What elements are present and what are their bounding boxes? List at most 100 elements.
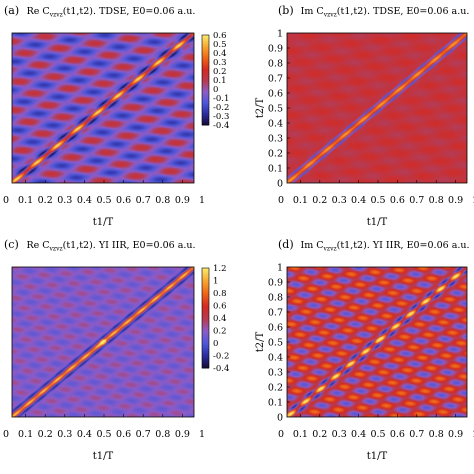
colorbar-step	[202, 75, 209, 78]
y-tick-label: 0.8	[268, 293, 283, 304]
colorbar-step	[202, 65, 209, 67]
colorbar-tick-label: 0.5	[213, 40, 227, 50]
colorbar-step	[202, 323, 209, 326]
y-axis-label: t2/T	[255, 331, 266, 352]
colorbar-step	[202, 107, 209, 109]
colorbar-tick-label: -0.4	[213, 364, 229, 374]
colorbar-step	[202, 69, 209, 72]
colorbar-step	[202, 114, 209, 117]
x-tick-label: 0.9	[448, 429, 463, 440]
colorbar-step	[202, 50, 209, 52]
x-tick-label: 0.3	[57, 195, 72, 206]
colorbar-tick-label: -0.2	[213, 103, 229, 113]
y-tick-label: 0.5	[268, 104, 283, 115]
colorbar-step	[202, 45, 209, 48]
colorbar-step	[202, 328, 209, 331]
colorbar-frame	[201, 267, 210, 369]
colorbar-step	[202, 309, 209, 312]
colorbar-tick-label: 0.6	[213, 31, 227, 41]
colorbar-step	[202, 102, 209, 105]
colorbar-step	[202, 359, 209, 362]
colorbar-step	[202, 110, 209, 112]
colorbar-step	[202, 289, 209, 292]
colorbar-step	[202, 36, 209, 39]
colorbar-tick-label: -0.4	[213, 121, 229, 131]
colorbar-step	[202, 123, 209, 126]
y-tick-label: 0.2	[268, 383, 283, 394]
x-tick-label: 1	[472, 195, 474, 206]
x-tick-label: 0.4	[77, 195, 92, 206]
x-tick-label: 0.1	[293, 195, 308, 206]
y-axis: 0 0.1 0.2 0.3 0.4 0.5 0.6 0.7 0.8 0.9 1	[268, 263, 290, 424]
colorbar-step	[202, 120, 209, 123]
colorbar-step	[202, 101, 209, 103]
y-axis: 0 0.1 0.2 0.3 0.4 0.5 0.6 0.7 0.8 0.9 1	[268, 29, 290, 190]
colorbar-step	[202, 331, 209, 334]
x-axis-label: t1/T	[93, 217, 114, 228]
colorbar-step	[202, 63, 209, 66]
colorbar-step	[202, 105, 209, 108]
colorbar-step	[202, 93, 209, 96]
colorbar-step	[202, 348, 209, 351]
colorbar-step	[202, 273, 209, 276]
colorbar-step	[202, 339, 209, 342]
colorbar-step	[202, 361, 209, 364]
colorbar-step	[202, 77, 209, 79]
colorbar-step	[202, 321, 209, 324]
colorbar-tick-label: 0	[213, 339, 218, 349]
y-tick-label: 0.4	[268, 119, 283, 130]
x-tick-label: 0.8	[155, 195, 170, 206]
colorbar-step	[202, 269, 209, 272]
x-tick-label: 0.2	[312, 429, 327, 440]
x-tick-label: 0.8	[429, 195, 444, 206]
panel-label: (b)	[278, 4, 294, 17]
heatmap-image	[12, 267, 194, 417]
colorbar-tick-label: 0.3	[213, 58, 227, 68]
x-tick-label: 0.7	[409, 429, 424, 440]
colorbar-step	[202, 364, 209, 367]
heatmap-image	[12, 33, 194, 183]
x-axis-label: t1/T	[93, 451, 114, 462]
x-tick-label: 0.5	[370, 195, 385, 206]
colorbar-step	[202, 313, 209, 316]
colorbar-step	[202, 53, 209, 55]
panel-label: (d)	[278, 238, 294, 251]
colorbar-step	[202, 283, 209, 286]
x-tick-label: 1	[199, 195, 205, 206]
colorbar-step	[202, 316, 209, 319]
colorbar-step	[202, 44, 209, 46]
colorbar-step	[202, 324, 209, 327]
colorbar-step	[202, 92, 209, 94]
y-tick-label: 0.3	[268, 368, 283, 379]
colorbar-step	[202, 303, 209, 306]
colorbar-step	[202, 366, 209, 369]
y-tick-label: 0	[277, 179, 283, 190]
heatmap-image	[287, 267, 467, 417]
colorbar-step	[202, 95, 209, 97]
x-tick-label: 0.5	[96, 195, 111, 206]
colorbar-step	[202, 304, 209, 307]
x-tick-label: 1	[199, 429, 205, 440]
x-tick-label: 0.3	[57, 429, 72, 440]
colorbar-step	[202, 38, 209, 40]
x-tick-label: 0	[3, 195, 9, 206]
chart-title: Re Cvzvz(t1,t2). YI IIR, E0=0.06 a.u.	[26, 240, 195, 253]
colorbar-step	[202, 356, 209, 359]
y-tick-label: 0.6	[268, 323, 283, 334]
colorbar-step	[202, 48, 209, 51]
colorbar-step	[202, 84, 209, 87]
colorbar-step	[202, 59, 209, 61]
x-tick-label: 0.2	[312, 195, 327, 206]
colorbar-step	[202, 116, 209, 118]
colorbar-step	[202, 276, 209, 279]
colorbar-step	[202, 113, 209, 115]
colorbar-step	[202, 341, 209, 344]
colorbar-step	[202, 308, 209, 311]
x-tick-label: 0.8	[155, 429, 170, 440]
colorbar-step	[202, 51, 209, 54]
x-axis-label: t1/T	[367, 451, 388, 462]
colorbar-step	[202, 284, 209, 287]
colorbar-step	[202, 329, 209, 332]
x-tick-label: 0.2	[38, 429, 53, 440]
y-tick-label: 0.8	[268, 59, 283, 70]
